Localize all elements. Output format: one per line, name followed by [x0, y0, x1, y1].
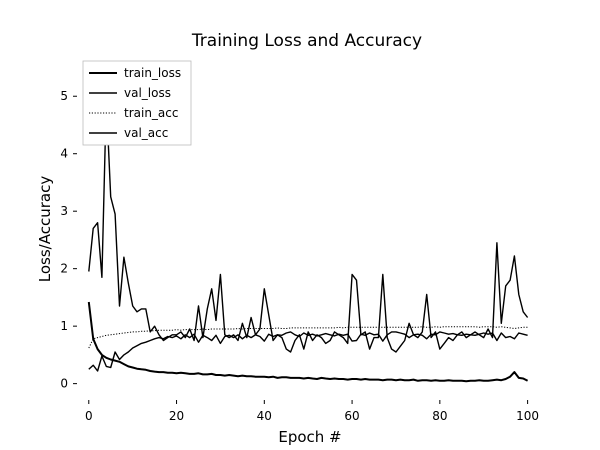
- legend-label: val_loss: [124, 86, 171, 100]
- x-tick-label: 100: [516, 409, 539, 423]
- y-axis: 0 1 2 3 4 5: [60, 89, 77, 391]
- series-line-train-acc: [88, 326, 528, 349]
- x-axis-label: Epoch #: [278, 428, 341, 446]
- series-line-val-acc: [88, 331, 528, 372]
- legend: train_loss val_loss train_acc val_acc: [82, 60, 192, 146]
- x-tick-label: 40: [257, 409, 272, 423]
- y-tick-label: 2: [60, 262, 68, 276]
- y-tick-label: 1: [60, 319, 68, 333]
- y-tick-label: 0: [60, 377, 68, 391]
- y-tick-label: 5: [60, 89, 68, 103]
- x-tick-label: 60: [344, 409, 359, 423]
- legend-label: val_acc: [124, 126, 168, 140]
- y-tick-label: 4: [60, 147, 68, 161]
- y-tick-label: 3: [60, 204, 68, 218]
- x-axis: 0 20 40 60 80 100: [85, 400, 539, 423]
- plot-area: [87, 98, 529, 383]
- legend-box: [82, 60, 192, 146]
- x-tick-label: 20: [169, 409, 184, 423]
- x-tick-label: 0: [85, 409, 93, 423]
- chart-title: Training Loss and Accuracy: [191, 31, 422, 51]
- x-tick-label: 80: [432, 409, 447, 423]
- series-line-train-loss: [87, 301, 529, 383]
- y-axis-label: Loss/Accuracy: [36, 176, 54, 283]
- legend-label: train_acc: [124, 106, 178, 120]
- legend-label: train_loss: [124, 66, 181, 80]
